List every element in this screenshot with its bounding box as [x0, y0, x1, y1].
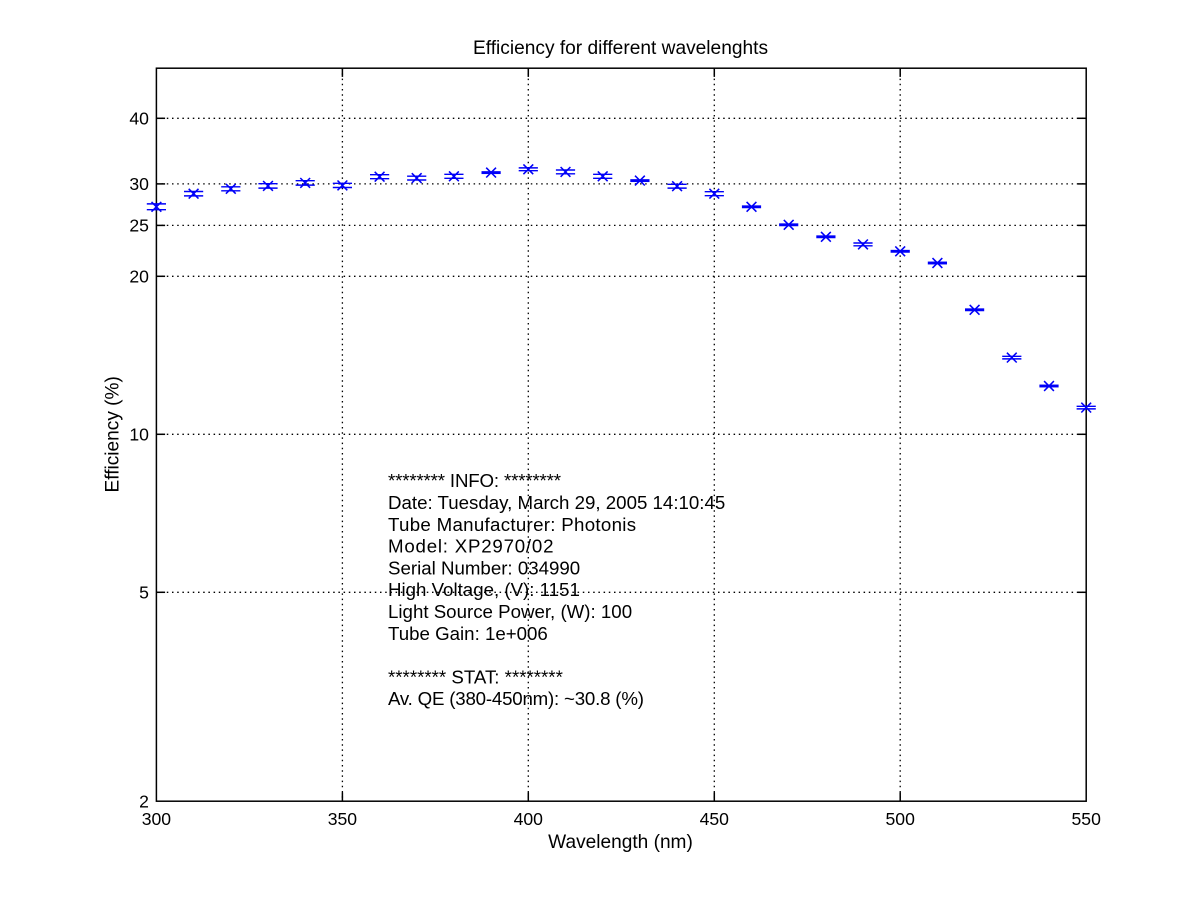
svg-text:Efficiency (%): Efficiency (%)	[103, 376, 124, 492]
svg-text:Av. QE (380-450nm): ~30.8 (%): Av. QE (380-450nm): ~30.8 (%)	[388, 688, 644, 709]
svg-text:300: 300	[142, 809, 172, 829]
svg-text:Date: Tuesday, March 29, 2005: Date: Tuesday, March 29, 2005 14:10:45	[388, 492, 725, 513]
svg-text:5: 5	[139, 583, 149, 603]
svg-text:Model: XP2970/02: Model: XP2970/02	[388, 536, 554, 557]
svg-text:500: 500	[886, 809, 916, 829]
svg-text:High Voltage, (V): 1151: High Voltage, (V): 1151	[388, 579, 580, 600]
svg-text:550: 550	[1072, 809, 1102, 829]
svg-text:2: 2	[139, 792, 149, 812]
svg-text:Tube Gain: 1e+006: Tube Gain: 1e+006	[388, 623, 548, 644]
svg-text:40: 40	[129, 109, 149, 129]
svg-text:350: 350	[328, 809, 358, 829]
svg-text:30: 30	[129, 174, 149, 194]
svg-text:******** INFO: ********: ******** INFO: ********	[388, 470, 561, 491]
svg-text:Efficiency for different wavel: Efficiency for different wavelenghts	[473, 38, 768, 59]
svg-text:Tube Manufacturer: Photonis: Tube Manufacturer: Photonis	[388, 514, 636, 535]
svg-text:20: 20	[129, 267, 149, 287]
svg-text:Light Source Power, (W): 100: Light Source Power, (W): 100	[388, 601, 632, 622]
svg-text:25: 25	[129, 216, 149, 236]
svg-text:450: 450	[700, 809, 730, 829]
svg-text:10: 10	[129, 425, 149, 445]
svg-text:400: 400	[514, 809, 544, 829]
svg-text:Serial Number: 034990: Serial Number: 034990	[388, 557, 580, 578]
svg-text:Wavelength (nm): Wavelength (nm)	[548, 832, 693, 853]
svg-text:******** STAT: ********: ******** STAT: ********	[388, 666, 563, 687]
